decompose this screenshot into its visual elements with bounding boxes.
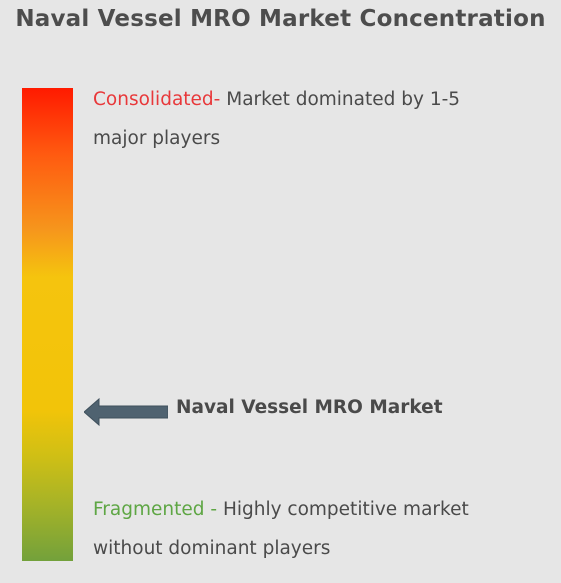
consolidated-separator: -	[213, 89, 227, 110]
market-position-label: Naval Vessel MRO Market	[176, 397, 443, 418]
diagram-title: Naval Vessel MRO Market Concentration	[15, 6, 546, 32]
consolidated-description: Consolidated- Market dominated by 1-5 ma…	[93, 80, 493, 158]
fragmented-separator: -	[204, 499, 223, 520]
fragmented-keyword: Fragmented	[93, 499, 205, 520]
fragmented-description: Fragmented - Highly competitive market w…	[93, 490, 533, 568]
market-position-arrow-icon	[84, 397, 168, 427]
concentration-gradient-bar	[22, 88, 73, 561]
consolidated-text: Market dominated by 1-5 major players	[93, 89, 461, 149]
fragmented-text: Highly competitive market without domina…	[93, 499, 469, 559]
arrow-shape	[84, 397, 168, 427]
consolidated-keyword: Consolidated	[93, 89, 214, 110]
